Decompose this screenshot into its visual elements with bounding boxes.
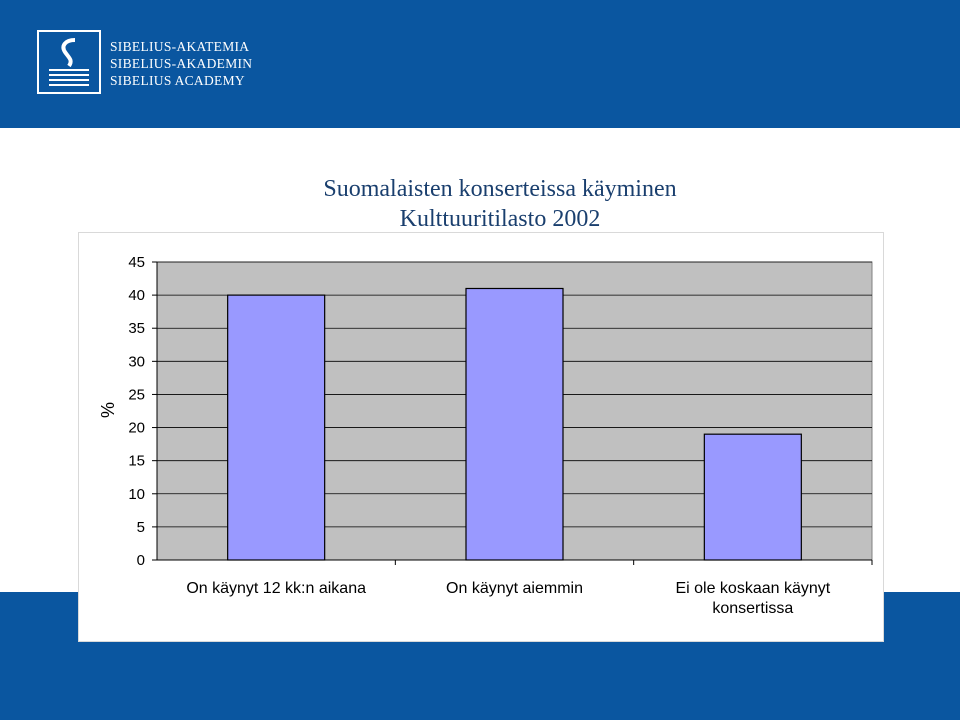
logo-line-sv: SIBELIUS-AKADEMIN (110, 56, 253, 71)
y-tick-label: 10 (128, 486, 145, 503)
logo-line-fi: SIBELIUS-AKATEMIA (110, 39, 250, 54)
y-tick-label: 15 (128, 453, 145, 470)
y-tick-label: 35 (128, 320, 145, 337)
chart-title: Suomalaisten konserteissa käyminen (323, 176, 677, 202)
logo-wordmark: SIBELIUS-AKATEMIA SIBELIUS-AKADEMIN SIBE… (110, 38, 252, 89)
x-category-label: On käynyt aiemmin (446, 580, 583, 597)
y-tick-label: 40 (128, 287, 145, 304)
x-category-label: On käynyt 12 kk:n aikana (186, 580, 366, 597)
y-tick-label: 0 (137, 552, 145, 569)
bar (465, 287, 564, 561)
y-tick-label: 45 (128, 254, 145, 271)
x-category-label: Ei ole koskaan käynyt (675, 580, 830, 597)
bar (227, 294, 326, 561)
y-tick-label: 20 (128, 420, 145, 437)
y-tick-label: 25 (128, 386, 145, 403)
y-tick-label: 30 (128, 353, 145, 370)
bar (703, 433, 802, 561)
chart-title-block: Suomalaisten konserteissa käyminen Kultt… (250, 174, 750, 234)
x-category-label: konsertissa (712, 600, 793, 617)
logo-line-en: SIBELIUS ACADEMY (110, 73, 245, 88)
y-axis-label: % (98, 402, 118, 418)
y-tick-label: 5 (137, 519, 145, 536)
header-banner: SIBELIUS-AKATEMIA SIBELIUS-AKADEMIN SIBE… (0, 0, 960, 128)
chart-subtitle: Kulttuuritilasto 2002 (399, 206, 601, 232)
sibelius-logo-icon (37, 30, 101, 94)
